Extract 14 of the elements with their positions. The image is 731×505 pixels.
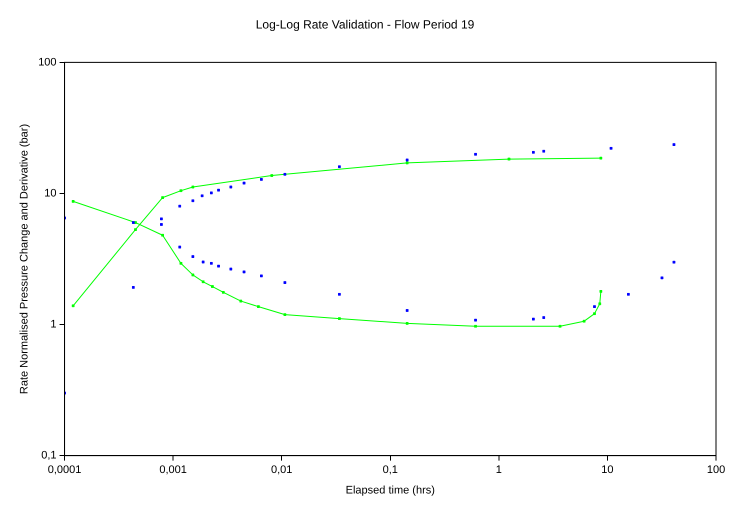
y-tick-label: 0,1: [41, 450, 57, 462]
y-tick-label: 10: [44, 188, 57, 200]
y-axis-title: Rate Normalised Pressure Change and Derivative (bar): [18, 124, 31, 394]
y-tick-label: 1: [50, 318, 57, 331]
x-tick-label: 0,1: [382, 464, 398, 476]
x-tick-label: 0,01: [270, 464, 292, 476]
x-tick-label: 0,0001: [48, 464, 82, 476]
x-tick-label: 100: [706, 464, 726, 476]
chart-title: Log-Log Rate Validation - Flow Period 19: [256, 18, 475, 32]
y-tick-label: 100: [38, 56, 57, 68]
x-tick-label: 10: [601, 464, 614, 476]
x-axis-title: Elapsed time (hrs): [346, 484, 435, 496]
x-tick-label: 1: [496, 464, 502, 476]
x-tick-label: 0,001: [159, 464, 187, 476]
